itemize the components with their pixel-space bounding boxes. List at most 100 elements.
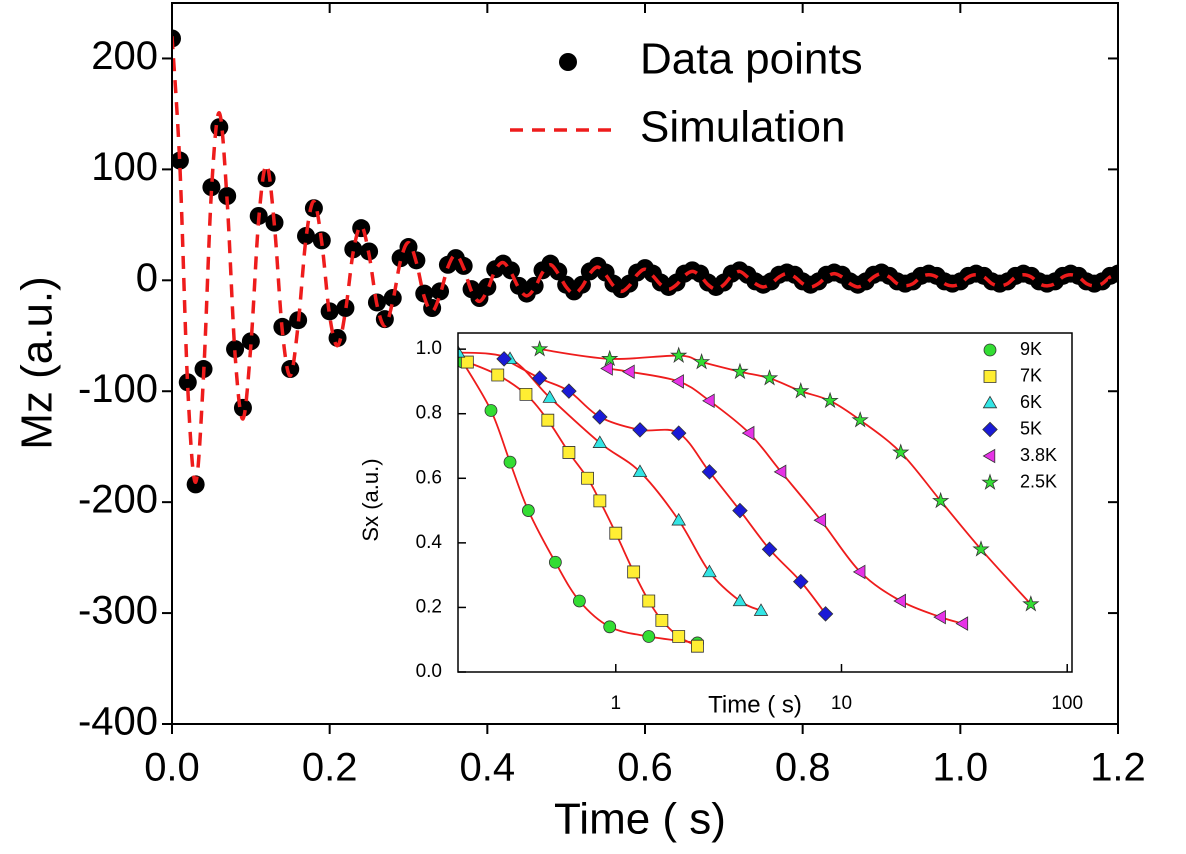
data-point xyxy=(732,502,748,519)
data-point xyxy=(592,435,608,448)
data-point xyxy=(893,593,906,609)
x-tick-label: 0.2 xyxy=(302,746,358,790)
data-point xyxy=(503,455,517,469)
data-point xyxy=(813,512,827,528)
legend-marker xyxy=(983,370,997,383)
data-point xyxy=(702,393,715,409)
y-tick-label: 0.6 xyxy=(416,467,442,488)
data-point xyxy=(753,603,769,616)
data-point xyxy=(627,565,641,579)
data-point xyxy=(484,404,498,417)
data-point xyxy=(622,364,635,380)
data-point xyxy=(178,373,197,392)
legend-label: 5K xyxy=(1020,418,1042,438)
y-tick-label: 200 xyxy=(91,34,158,78)
data-point xyxy=(336,299,355,318)
data-point xyxy=(344,240,363,259)
data-point xyxy=(431,282,450,301)
data-point xyxy=(972,540,990,557)
data-point xyxy=(642,594,656,608)
data-point xyxy=(210,118,229,137)
data-point xyxy=(817,606,834,622)
legend-label: 9K xyxy=(1020,339,1042,359)
y-tick-label: 0.8 xyxy=(416,403,442,424)
data-point xyxy=(603,620,617,634)
legend-label: 7K xyxy=(1020,365,1042,385)
data-point xyxy=(548,555,562,569)
inset-data xyxy=(458,340,1040,653)
legend-marker xyxy=(981,473,999,490)
data-point xyxy=(741,425,755,441)
data-point xyxy=(257,169,276,188)
data-point xyxy=(600,361,613,376)
data-point xyxy=(655,613,669,627)
data-point xyxy=(496,351,512,367)
simulation-line xyxy=(172,36,1118,484)
data-point xyxy=(218,187,237,206)
data-point xyxy=(671,512,686,526)
x-tick-label: 1 xyxy=(610,693,621,714)
x-axis-label: Time ( s) xyxy=(554,795,726,844)
data-point xyxy=(202,178,221,197)
x-tick-label: 1.2 xyxy=(1090,746,1146,790)
data-point xyxy=(642,630,656,643)
data-point xyxy=(297,226,316,245)
data-point xyxy=(581,471,594,485)
data-point xyxy=(701,464,718,480)
legend-marker xyxy=(559,53,577,71)
x-tick-label: 0.0 xyxy=(144,746,200,790)
x-tick-label: 0.6 xyxy=(617,746,673,790)
main-plot-data xyxy=(172,29,1118,494)
data-point xyxy=(241,332,260,351)
data-point xyxy=(632,422,648,438)
inset-frame xyxy=(457,332,1073,673)
y-tick-label: 100 xyxy=(91,145,158,189)
legend-label: Data points xyxy=(640,35,863,84)
data-point xyxy=(531,340,549,357)
x-axis-label: Time ( s) xyxy=(708,691,802,718)
data-point xyxy=(172,151,189,170)
data-point xyxy=(821,391,839,409)
data-point xyxy=(732,593,748,607)
y-tick-label: 0.4 xyxy=(416,532,443,553)
data-point xyxy=(525,276,544,295)
data-point xyxy=(186,475,205,494)
legend-marker xyxy=(982,395,998,409)
data-point xyxy=(609,526,623,540)
data-point xyxy=(933,609,946,625)
data-point xyxy=(672,630,686,643)
data-point xyxy=(731,362,749,380)
legend-label: Simulation xyxy=(640,103,845,152)
y-axis-label: Mz (a.u.) xyxy=(13,276,62,450)
x-tick-label: 0.4 xyxy=(460,746,516,790)
legend-marker xyxy=(983,343,997,357)
data-point xyxy=(792,382,810,399)
y-tick-label: 0.0 xyxy=(416,661,442,682)
x-tick-label: 1.0 xyxy=(933,746,989,790)
data-point xyxy=(932,491,950,509)
data-point xyxy=(562,446,576,459)
data-point xyxy=(955,616,969,631)
x-tick-label: 100 xyxy=(1051,693,1083,714)
data-point xyxy=(519,387,533,401)
data-point xyxy=(352,219,371,238)
y-tick-label: -100 xyxy=(78,367,158,411)
data-point xyxy=(592,409,608,425)
data-point xyxy=(671,374,684,389)
data-point xyxy=(852,564,866,580)
data-point xyxy=(601,349,619,367)
data-point xyxy=(593,494,607,508)
data-point xyxy=(531,370,548,386)
legend-label: 6K xyxy=(1020,392,1042,412)
data-point xyxy=(692,352,711,370)
data-point xyxy=(521,504,535,517)
y-tick-label: -400 xyxy=(78,700,158,744)
data-point xyxy=(478,277,497,296)
data-point xyxy=(226,340,245,359)
data-point xyxy=(670,346,688,363)
data-point xyxy=(851,411,869,428)
legend-label: 2.5K xyxy=(1020,471,1057,491)
data-point xyxy=(541,413,555,427)
y-tick-label: 0 xyxy=(136,256,158,300)
